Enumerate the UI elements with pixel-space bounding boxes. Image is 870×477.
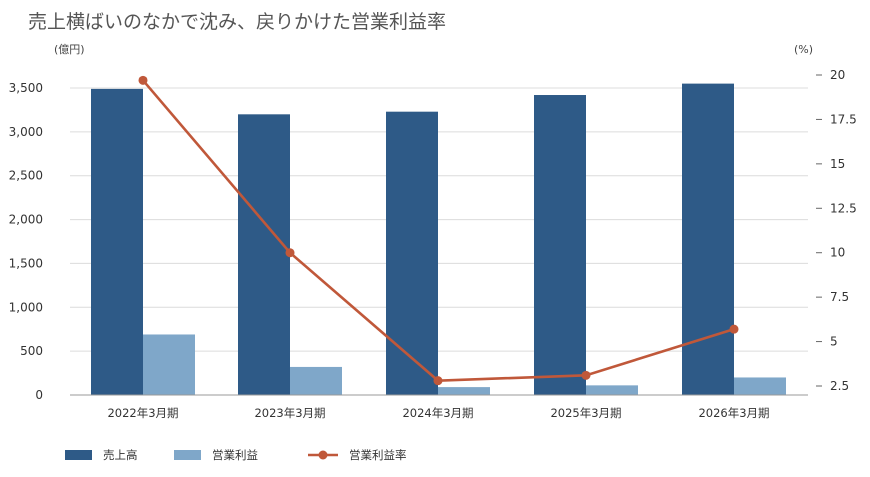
category-label: 2023年3月期 bbox=[254, 406, 325, 420]
legend-marker bbox=[318, 450, 328, 460]
bar bbox=[438, 387, 490, 395]
line-point bbox=[285, 248, 295, 258]
gridlines bbox=[70, 87, 808, 352]
line-point bbox=[138, 75, 148, 85]
bar bbox=[682, 83, 734, 395]
left-tick-label: 1,500 bbox=[9, 256, 43, 270]
right-axis-ticks: 2.5 5 7.5 10 12.5 15 17.5 20 bbox=[816, 68, 857, 393]
margin-line bbox=[138, 75, 739, 386]
bar bbox=[586, 385, 638, 395]
right-axis-unit: (%) bbox=[794, 43, 813, 56]
left-axis-ticks: 0 500 1,000 1,500 2,000 2,500 3,000 3,500 bbox=[9, 81, 43, 402]
category-label: 2025年3月期 bbox=[550, 406, 621, 420]
bar bbox=[534, 95, 586, 395]
category-labels: 2022年3月期 2023年3月期 2024年3月期 2025年3月期 2026年3月期 bbox=[107, 406, 769, 420]
right-tick-label: 5 bbox=[830, 335, 838, 349]
left-tick-label: 0 bbox=[35, 388, 43, 402]
right-tick-label: 7.5 bbox=[830, 290, 849, 304]
left-tick-label: 1,000 bbox=[9, 300, 43, 314]
legend-label: 売上高 bbox=[103, 448, 138, 462]
category-label: 2022年3月期 bbox=[107, 406, 178, 420]
category-label: 2024年3月期 bbox=[402, 406, 473, 420]
category-label: 2026年3月期 bbox=[698, 406, 769, 420]
legend: 売上高 営業利益 営業利益率 bbox=[65, 448, 407, 462]
right-tick-label: 10 bbox=[830, 246, 845, 260]
right-tick-label: 2.5 bbox=[830, 379, 849, 393]
left-tick-label: 2,500 bbox=[9, 169, 43, 183]
left-axis-unit: (億円) bbox=[54, 43, 85, 56]
legend-label: 営業利益率 bbox=[349, 448, 407, 462]
left-tick-label: 500 bbox=[20, 344, 43, 358]
left-tick-label: 3,000 bbox=[9, 125, 43, 139]
legend-label: 営業利益 bbox=[212, 448, 258, 462]
bar bbox=[143, 334, 195, 395]
line-point bbox=[581, 370, 591, 380]
bar bbox=[734, 377, 786, 395]
left-tick-label: 2,000 bbox=[9, 213, 43, 227]
chart-title: 売上横ばいのなかで沈み、戻りかけた営業利益率 bbox=[28, 11, 446, 33]
right-tick-label: 17.5 bbox=[830, 112, 857, 126]
left-tick-label: 3,500 bbox=[9, 81, 43, 95]
line-point bbox=[729, 324, 739, 334]
bar bbox=[290, 366, 342, 395]
line-point bbox=[433, 376, 443, 386]
right-tick-label: 15 bbox=[830, 157, 845, 171]
line-path bbox=[142, 79, 735, 382]
right-tick-label: 12.5 bbox=[830, 201, 857, 215]
bar bbox=[91, 88, 143, 396]
legend-swatch bbox=[65, 450, 92, 460]
bar bbox=[386, 111, 438, 395]
bars bbox=[91, 83, 786, 396]
right-tick-label: 20 bbox=[830, 68, 845, 82]
bar bbox=[238, 114, 290, 396]
legend-swatch bbox=[174, 450, 201, 460]
